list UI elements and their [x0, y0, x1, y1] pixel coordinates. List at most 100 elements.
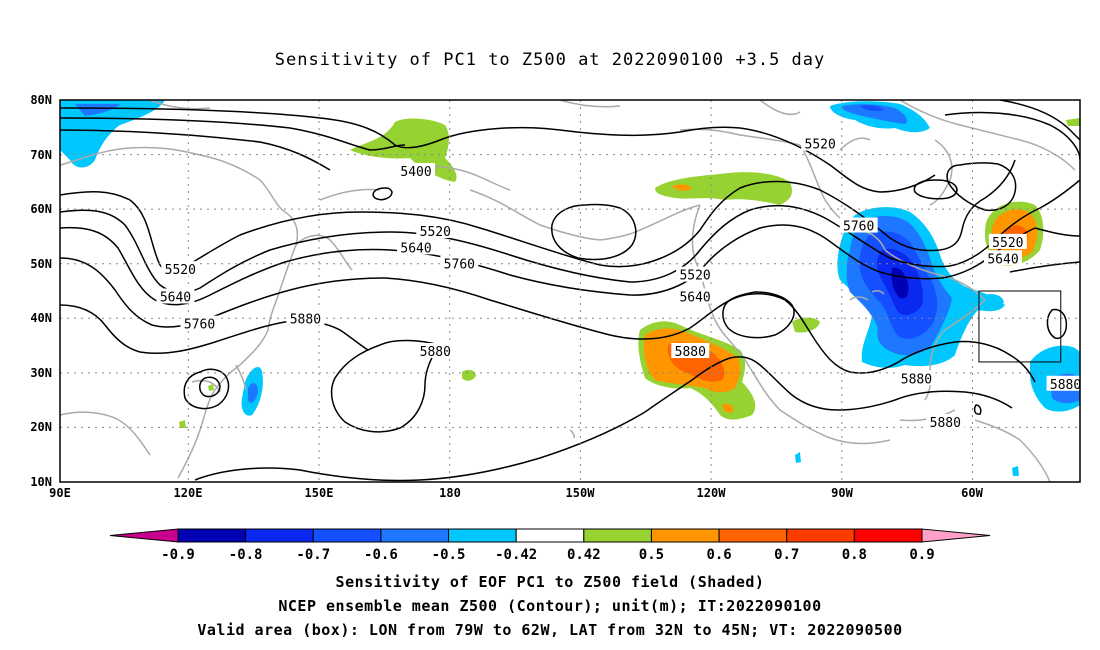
contour-label: 5760	[444, 258, 475, 273]
contour-label-bg	[180, 315, 219, 331]
contour-label-bg	[671, 343, 710, 359]
colorbar-label: -0.6	[364, 547, 398, 563]
contour-low-ne	[946, 162, 1017, 212]
contour-label: 5880	[1050, 378, 1081, 393]
contour-label-bg	[988, 233, 1027, 249]
lat-tick-label: 10N	[30, 475, 52, 489]
contour-label-bg	[839, 217, 878, 233]
negative-shade-greenland-deep	[842, 104, 907, 124]
colorbar-label: 0.9	[909, 547, 934, 563]
colorbar-swatch	[448, 528, 517, 543]
lon-tick-label: 150E	[305, 486, 334, 500]
contour-label-bg	[801, 135, 840, 151]
contour-high-pacific	[551, 203, 637, 261]
lat-tick-label: 40N	[30, 311, 52, 325]
contour-label-bg	[897, 370, 936, 386]
contour-label-bg	[416, 222, 455, 238]
colorbar-swatch	[312, 528, 382, 543]
lon-tick-label: 150W	[566, 486, 596, 500]
contour-label-bg	[1046, 375, 1080, 391]
contour-label-bg	[286, 310, 325, 326]
colorbar-swatch	[853, 528, 923, 543]
positive-shade-southwest-spot	[722, 403, 734, 413]
contour-5400	[60, 107, 741, 149]
colorbar: -0.9 -0.8 -0.7 -0.6 -0.5 -0.42 0.42 0.5 0.6 0.7 0.…	[109, 528, 991, 563]
contour-ne-outer-2	[999, 100, 1080, 141]
lat-tick-label: 70N	[30, 148, 52, 162]
negative-shade-spot-1	[795, 452, 801, 463]
contour-ne-outer	[944, 111, 1080, 161]
page-title: Sensitivity of PC1 to Z500 at 2022090100…	[274, 50, 826, 70]
contour-low-west-inner	[199, 376, 221, 398]
positive-shade-spot-2	[208, 384, 214, 391]
contour-label: 5520	[679, 269, 710, 284]
contour-5880-pacific	[330, 339, 442, 433]
colorbar-label: 0.7	[774, 547, 799, 563]
contour-label-bg	[161, 261, 200, 277]
contour-label: 5760	[184, 318, 215, 333]
contour-label-bg	[416, 343, 455, 359]
colorbar-swatch	[380, 528, 450, 543]
contour-label: 5760	[843, 220, 874, 235]
contour-jet-3	[60, 224, 1036, 306]
negative-shade-west-pacific-core	[248, 383, 258, 403]
caption-line-3: Valid area (box): LON from 79W to 62W, L…	[197, 621, 903, 639]
colorbar-label: -0.42	[495, 547, 537, 563]
contour-low-west	[183, 368, 230, 410]
caption-line-2: NCEP ensemble mean Z500 (Contour); unit(…	[278, 597, 822, 615]
negative-shade-arctic-west	[60, 100, 165, 168]
contour-ne-east	[1039, 179, 1080, 209]
negative-shade-arctic-west-inner	[75, 104, 120, 116]
valid-area-box	[978, 290, 1062, 363]
colorbar-swatch	[515, 528, 585, 543]
colorbar-swatch	[786, 528, 855, 543]
colorbar-label: -0.9	[161, 547, 195, 563]
lat-tick-label: 20N	[30, 420, 52, 434]
contour-low-florida	[722, 291, 795, 339]
lon-tick-label: 120W	[697, 486, 727, 500]
contour-label: 5520	[165, 263, 196, 278]
contour-5880-east	[814, 339, 1036, 383]
positive-shade-arctic-canada-core	[672, 184, 692, 191]
colorbar-swatch	[718, 528, 788, 543]
lon-axis: 90E 120E 150E 180 150W 120W 90W 60W	[49, 486, 983, 500]
colorbar-swatch	[245, 528, 314, 543]
contour-label: 5520	[805, 138, 836, 153]
negative-shade-spot-2	[1012, 466, 1019, 476]
contour-label-bg	[676, 288, 715, 304]
contour-label-bg	[397, 239, 436, 255]
contour-low-north	[372, 187, 393, 201]
contour-label-bg	[156, 288, 195, 304]
contour-label: 5880	[675, 345, 706, 360]
contour-labels: 5400552055205640552056405760576058805880…	[156, 135, 1081, 431]
contour-low-canada	[913, 179, 958, 200]
lon-tick-label: 90E	[49, 486, 71, 500]
contour-label-bg	[440, 255, 479, 271]
lat-tick-label: 80N	[30, 93, 52, 107]
colorbar-label: -0.7	[296, 547, 330, 563]
contour-small-east-2	[973, 404, 982, 415]
contour-label-bg	[397, 162, 436, 178]
colorbar-label: 0.42	[567, 547, 601, 563]
positive-shade-patch-3	[1066, 118, 1080, 126]
contour-5520-north	[60, 129, 331, 171]
gridlines	[60, 100, 1080, 482]
contour-label: 5400	[400, 165, 431, 180]
contour-5520-a	[739, 127, 936, 193]
positive-shade-spot-1	[179, 420, 186, 428]
contour-label: 5880	[930, 416, 961, 431]
contour-label: 5880	[420, 345, 451, 360]
contour-label: 5520	[992, 236, 1023, 251]
lon-tick-label: 90W	[831, 486, 853, 500]
contour-label: 5640	[160, 290, 191, 305]
negative-shade-patch-4	[982, 294, 1004, 309]
colorbar-swatch	[583, 528, 652, 543]
contour-label: 5880	[290, 312, 321, 327]
colorbar-label: -0.8	[229, 547, 263, 563]
colorbar-label: -0.5	[432, 547, 466, 563]
contour-label-bg	[926, 413, 965, 429]
colorbar-label: 0.5	[639, 547, 664, 563]
colorbar-swatch	[177, 528, 247, 543]
contour-label: 5880	[901, 372, 932, 387]
